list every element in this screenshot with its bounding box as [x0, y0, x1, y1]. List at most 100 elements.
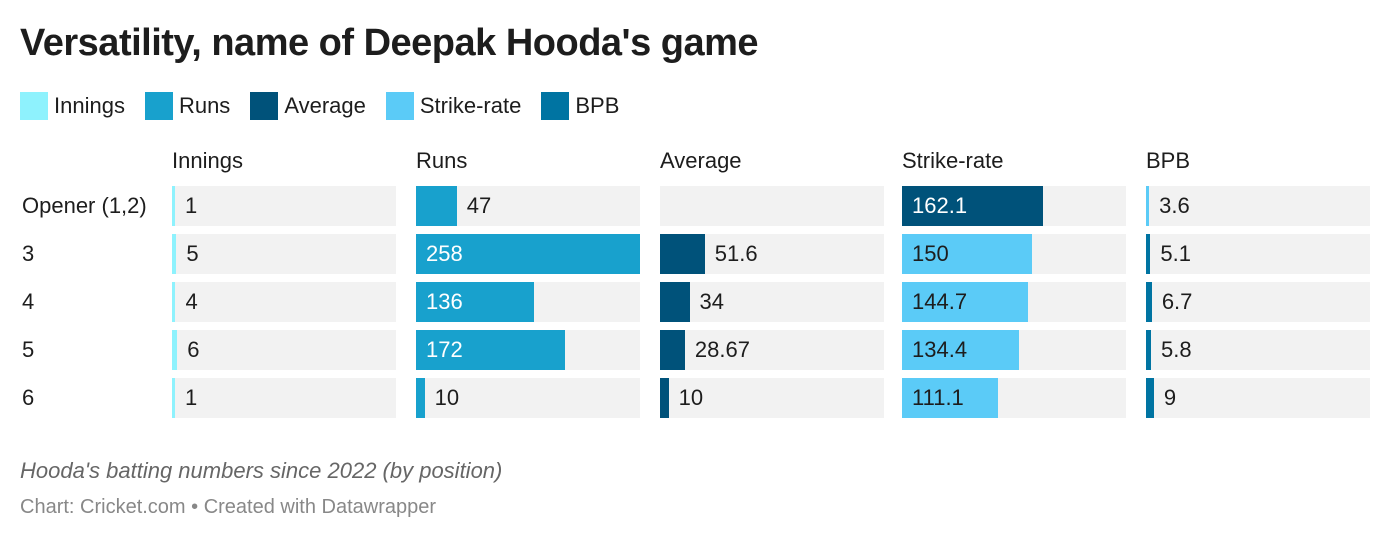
row-label: Opener (1,2)	[22, 193, 147, 218]
row-label: 6	[22, 385, 35, 410]
column-header: BPB	[1146, 148, 1191, 173]
bar-track: 10	[660, 378, 884, 418]
bar	[660, 330, 685, 370]
bar	[1146, 186, 1150, 226]
bar-track: 5.8	[1146, 330, 1370, 370]
bar-track: 162.1	[902, 186, 1126, 226]
bar	[172, 234, 177, 274]
value-label: 51.6	[714, 241, 758, 266]
value-label: 28.67	[694, 337, 750, 362]
value-label: 1	[185, 193, 198, 218]
bar-track: 134.4	[902, 330, 1126, 370]
legend-item: BPB	[541, 92, 619, 120]
bar	[172, 378, 175, 418]
column-header: Innings	[172, 148, 243, 173]
legend-item: Average	[250, 92, 366, 120]
value-label: 10	[678, 385, 704, 410]
bar-track	[660, 186, 884, 226]
bar-track: 136	[416, 282, 640, 322]
bar	[1146, 330, 1152, 370]
value-label: 4	[185, 289, 198, 314]
bar	[172, 186, 175, 226]
value-label: 6.7	[1161, 289, 1193, 314]
bar	[902, 234, 1033, 274]
bar	[1146, 282, 1152, 322]
bar-track: 5	[172, 234, 396, 274]
bar-track: 28.67	[660, 330, 884, 370]
legend-item: Strike-rate	[385, 92, 522, 120]
legend-label: Average	[284, 93, 366, 118]
bar-track: 111.1	[902, 378, 1126, 418]
chart-title: Versatility, name of Deepak Hooda's game	[20, 22, 759, 64]
legend-label: Strike-rate	[419, 93, 522, 118]
row-label: 5	[22, 337, 35, 362]
legend-swatch	[250, 92, 279, 120]
chart-caption: Hooda's batting numbers since 2022 (by p…	[20, 458, 503, 483]
bar	[902, 186, 1043, 226]
bar	[416, 330, 566, 370]
chart-source: Chart: Cricket.com • Created with Datawr…	[20, 496, 437, 518]
bar	[660, 282, 690, 322]
legend-swatch	[541, 92, 570, 120]
column-header: Average	[660, 148, 742, 173]
value-label: 5.8	[1161, 337, 1192, 362]
bar	[416, 282, 535, 322]
row-label: 3	[22, 241, 35, 266]
legend: Innings Runs Average Strike-rate BPB	[20, 92, 619, 120]
legend-label: BPB	[575, 93, 620, 118]
value-label: 134.4	[912, 337, 968, 362]
value-label: 258	[426, 241, 463, 266]
bar-track: 258	[416, 234, 640, 274]
bar-track: 1	[172, 186, 396, 226]
bar	[1146, 378, 1154, 418]
bar-track: 4	[172, 282, 396, 322]
bar-track: 51.6	[660, 234, 884, 274]
value-label: 136	[426, 289, 463, 314]
legend-swatch	[144, 92, 173, 120]
legend-swatch	[20, 92, 48, 120]
bar-track: 47	[416, 186, 640, 226]
value-label: 5.1	[1160, 241, 1192, 266]
bar	[902, 282, 1028, 322]
value-label: 111.1	[912, 385, 964, 410]
bar-track: 34	[660, 282, 884, 322]
bar	[660, 378, 669, 418]
bar	[902, 330, 1019, 370]
bar-track: 10	[416, 378, 640, 418]
bar-track: 3.6	[1146, 186, 1370, 226]
bar-track: 6	[172, 330, 396, 370]
legend-label: Runs	[178, 93, 231, 118]
bar-track: 172	[416, 330, 640, 370]
value-label: 144.7	[912, 289, 968, 314]
legend-label: Innings	[54, 93, 125, 118]
row-label: 4	[22, 289, 35, 314]
value-label: 3.6	[1159, 193, 1190, 218]
value-label: 10	[434, 385, 460, 410]
legend-item: Innings	[20, 92, 125, 120]
bar	[416, 378, 425, 418]
bar-track: 9	[1146, 378, 1370, 418]
legend-item: Runs	[144, 92, 231, 120]
bar	[172, 330, 178, 370]
value-label: 47	[466, 193, 492, 218]
bar	[416, 186, 457, 226]
value-label: 34	[699, 289, 724, 314]
column-header: Strike-rate	[902, 148, 1004, 173]
legend-swatch	[385, 92, 414, 120]
value-label: 5	[186, 241, 199, 266]
bar	[660, 234, 705, 274]
bar	[902, 378, 999, 418]
column-header: Runs	[416, 148, 468, 173]
value-label: 172	[426, 337, 463, 362]
value-label: 162.1	[912, 193, 968, 218]
bar-track: 144.7	[902, 282, 1126, 322]
bar-track: 1	[172, 378, 396, 418]
bar	[416, 234, 640, 274]
bar-track: 5.1	[1146, 234, 1370, 274]
bar	[1146, 234, 1151, 274]
value-label: 1	[185, 385, 198, 410]
bar-track: 150	[902, 234, 1126, 274]
value-label: 150	[912, 241, 949, 266]
bar	[172, 282, 176, 322]
